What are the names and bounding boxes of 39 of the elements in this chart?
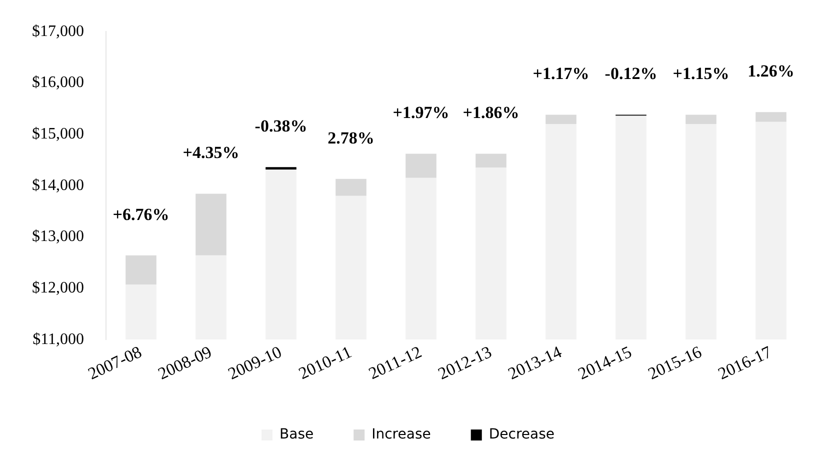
bar [476,154,506,168]
y-tick-label: $17,000 [32,22,84,40]
annotation: +1.97% [392,103,450,122]
y-tick-label: $16,000 [32,74,84,92]
annotation: 1.26% [748,62,794,81]
bar [196,255,226,340]
bar [266,170,296,340]
bar [406,178,436,340]
bar [546,124,576,340]
bar [476,168,506,340]
annotation: +4.35% [182,143,240,162]
y-tick-label: $15,000 [32,125,84,142]
annotation: +1.15% [672,64,730,84]
annotation: +6.76% [112,204,170,224]
bar [756,112,786,122]
bar [756,122,786,340]
annotation: +1.86% [462,103,520,122]
bar [266,167,296,170]
annotation: -0.38% [254,116,308,136]
bar [686,114,716,124]
bar [546,114,576,124]
bar [686,124,716,340]
legend-label: Base [280,426,314,443]
bar [336,178,366,196]
bar [126,255,156,285]
legend-label: Decrease [488,426,554,443]
y-tick-label: $14,000 [32,176,84,194]
bar [196,194,226,256]
bar [336,196,366,340]
annotation: +1.17% [532,64,590,84]
y-tick-label: $13,000 [32,228,84,246]
legend-label: Increase [372,426,431,443]
bar [616,116,646,340]
annotation: -0.12% [604,64,658,84]
y-tick-label: $11,000 [32,330,84,348]
annotation: 2.78% [328,128,374,148]
bar [126,284,156,340]
y-tick-label: $12,000 [32,279,84,296]
bar [406,154,436,178]
